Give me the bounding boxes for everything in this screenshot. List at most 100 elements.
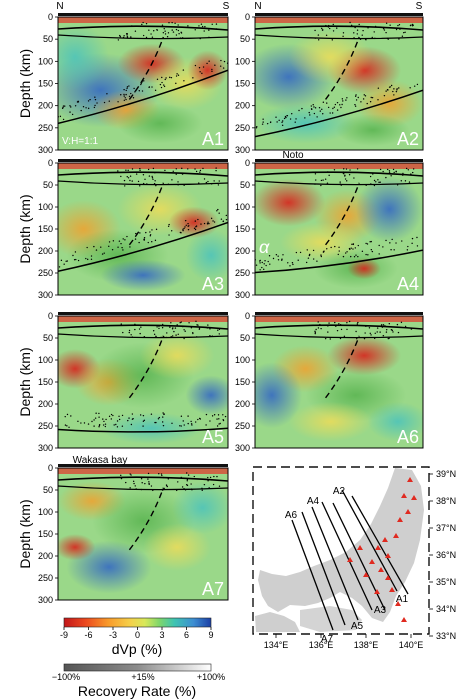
panel-id-label: A2 <box>397 129 419 149</box>
volcano-triangle <box>407 477 413 482</box>
volcano-triangle <box>385 575 391 580</box>
depth-tick-label: 50 <box>43 180 53 190</box>
latitude-label: 33°N <box>436 631 456 641</box>
profile-line-a6 <box>301 511 346 626</box>
profile-label-a5: A5 <box>351 621 364 632</box>
volcano-triangle <box>369 559 375 564</box>
depth-tick-label: 50 <box>43 485 53 495</box>
volcano-triangle <box>405 509 411 514</box>
depth-tick-label: 50 <box>43 333 53 343</box>
volcano-triangle <box>375 545 381 550</box>
panel-annotation: α <box>259 237 270 257</box>
depth-tick-label: 250 <box>235 123 250 133</box>
recovery-tick-mid: +15% <box>131 672 154 682</box>
dvp-colorbar: -9 -6 -3 0 3 6 9 dVp (%) <box>60 617 214 657</box>
latitude-label: 36°N <box>436 550 456 560</box>
depth-tick-label: 100 <box>38 507 53 517</box>
depth-tick-label: 0 <box>245 311 250 321</box>
depth-axis-label: Depth (km) <box>17 194 33 263</box>
volcano-triangle <box>374 589 380 594</box>
profile-line-a4 <box>321 501 373 611</box>
panel-a1: 0 50 100 150 200 250 300 Depth (km) A1 V:H=1:1 <box>17 12 229 155</box>
depth-tick-label: 300 <box>235 145 250 155</box>
depth-tick-label: 200 <box>235 399 250 409</box>
panel-a3: 0 50 100 150 200 250 300 Depth (km) A3 <box>17 158 229 300</box>
panel-id-label: A4 <box>397 274 419 294</box>
dvp-tick-label: -6 <box>84 630 92 640</box>
panel-a4: 0 50 100 150 200 250 300 A4 α Noto <box>235 150 424 300</box>
recovery-rate-bar: −100% +15% +100% Recovery Rate (%) <box>52 663 225 699</box>
panel-id-label: A6 <box>397 427 419 447</box>
depth-tick-label: 0 <box>48 311 53 321</box>
latitude-label: 37°N <box>436 523 456 533</box>
panel-top-label: Wakasa bay <box>73 455 128 466</box>
depth-tick-label: 300 <box>38 290 53 300</box>
profile-label-a7: A7 <box>321 634 334 645</box>
dvp-colorbar-bar <box>63 617 212 628</box>
panel-a2: 0 50 100 150 200 250 300 A2 <box>235 12 424 155</box>
depth-tick-label: 250 <box>38 123 53 133</box>
recovery-tick-min: −100% <box>52 672 80 682</box>
north-label-right: N <box>254 1 261 12</box>
depth-tick-label: 150 <box>38 377 53 387</box>
volcano-triangle <box>389 587 395 592</box>
depth-tick-label: 200 <box>235 246 250 256</box>
depth-tick-label: 150 <box>235 79 250 89</box>
depth-tick-label: 100 <box>38 202 53 212</box>
latitude-label: 35°N <box>436 577 456 587</box>
panel-id-label: A7 <box>202 579 224 599</box>
depth-tick-label: 0 <box>48 463 53 473</box>
depth-tick-label: 150 <box>235 224 250 234</box>
dvp-colorbar-label: dVp (%) <box>112 641 163 657</box>
depth-tick-label: 50 <box>240 333 250 343</box>
volcano-triangle <box>401 493 407 498</box>
depth-axis-label: Depth (km) <box>17 347 33 416</box>
depth-tick-label: 200 <box>38 551 53 561</box>
profile-line-a7 <box>291 519 334 631</box>
profile-lines: A1 A2 A3 A4 A5 A6 A7 <box>285 486 409 645</box>
panel-a7: 0 50 100 150 200 250 300 Depth (km) A7 Wakasa bay <box>17 455 229 605</box>
volcano-triangle <box>385 553 391 558</box>
recovery-rate-bar-fill <box>63 663 212 672</box>
depth-axis-label: Depth (km) <box>17 499 33 568</box>
profile-label-a2: A2 <box>333 486 346 497</box>
depth-tick-label: 300 <box>38 145 53 155</box>
depth-tick-label: 0 <box>48 12 53 22</box>
recovery-tick-max: +100% <box>197 672 225 682</box>
volcano-triangle <box>411 495 417 500</box>
profile-line-a2 <box>341 489 398 592</box>
depth-tick-label: 250 <box>38 268 53 278</box>
panel-a6: 0 50 100 150 200 250 300 A6 <box>235 311 424 453</box>
south-label-right: S <box>416 1 423 12</box>
volcano-triangle <box>378 567 384 572</box>
profile-label-a6: A6 <box>285 510 298 521</box>
depth-tick-label: 100 <box>235 355 250 365</box>
longitude-label: 134°E <box>264 640 289 650</box>
depth-tick-label: 50 <box>43 34 53 44</box>
dvp-tick-label: -9 <box>60 630 68 640</box>
depth-tick-label: 250 <box>235 421 250 431</box>
profile-line-a5 <box>311 506 359 621</box>
depth-tick-label: 100 <box>38 56 53 66</box>
depth-tick-label: 300 <box>38 443 53 453</box>
dvp-tick-label: 3 <box>159 630 164 640</box>
panel-a5: 0 50 100 150 200 250 300 Depth (km) A5 <box>17 311 229 453</box>
panel-annotation: V:H=1:1 <box>62 136 98 147</box>
depth-tick-label: 200 <box>38 246 53 256</box>
latitude-labels: 39°N 38°N 37°N 36°N 35°N 34°N 33°N <box>429 469 456 641</box>
depth-tick-label: 0 <box>48 158 53 168</box>
volcano-triangle <box>395 601 401 606</box>
japan-landmass <box>255 468 424 632</box>
depth-tick-label: 50 <box>240 34 250 44</box>
depth-tick-label: 300 <box>235 443 250 453</box>
dvp-tick-label: -3 <box>109 630 117 640</box>
profile-line-a1 <box>351 495 409 595</box>
depth-tick-label: 300 <box>38 595 53 605</box>
longitude-label: 140°E <box>399 640 424 650</box>
depth-tick-label: 200 <box>235 101 250 111</box>
volcano-triangle <box>382 537 388 542</box>
depth-tick-label: 100 <box>38 355 53 365</box>
longitude-label: 136°E <box>309 640 334 650</box>
depth-tick-label: 150 <box>38 529 53 539</box>
